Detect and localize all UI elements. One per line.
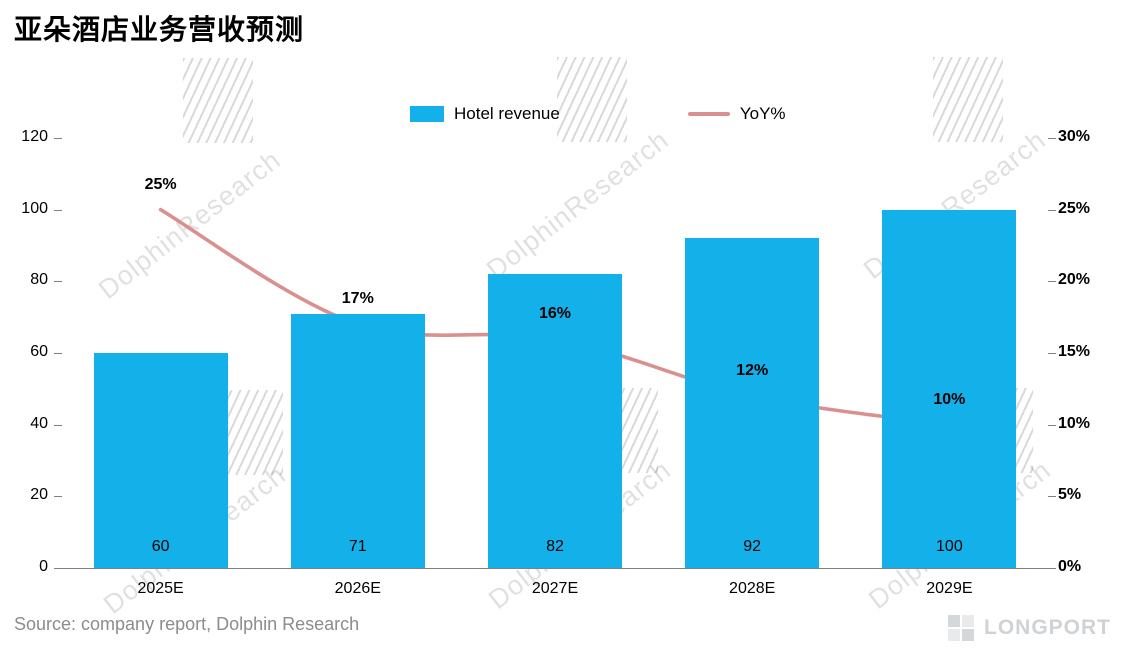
x-axis-line xyxy=(62,568,1048,569)
legend: Hotel revenue YoY% xyxy=(410,104,786,124)
y-axis-left-tick xyxy=(54,209,62,211)
bar-value-label: 100 xyxy=(936,538,963,555)
watermark-hatch-icon xyxy=(183,58,253,143)
y-axis-right-tick xyxy=(1048,496,1056,498)
y-axis-right-label: 30% xyxy=(1058,128,1091,145)
line-swatch-icon xyxy=(687,112,730,116)
y-axis-right-label: 0% xyxy=(1058,558,1082,575)
y-axis-right-label: 25% xyxy=(1058,199,1091,217)
longport-logo-text: LONGPORT xyxy=(984,616,1111,639)
x-axis-category-label: 2028E xyxy=(729,580,776,597)
y-axis-left-label: 40 xyxy=(30,414,48,432)
y-axis-left-label: 20 xyxy=(30,486,48,504)
watermark-hatch-icon xyxy=(557,57,627,142)
longport-logo-icon xyxy=(948,615,974,641)
bar-value-label: 92 xyxy=(743,538,762,555)
x-axis-category-label: 2026E xyxy=(334,580,381,597)
longport-logo: LONGPORT xyxy=(948,615,1111,641)
yoy-value-label: 16% xyxy=(538,304,572,322)
bar-swatch-icon xyxy=(410,106,444,122)
y-axis-left-tick xyxy=(54,496,62,498)
legend-label-yoy: YoY% xyxy=(739,104,786,123)
y-axis-right-tick xyxy=(1048,281,1056,283)
y-axis-left-tick xyxy=(54,281,62,283)
y-axis-left-label: 80 xyxy=(30,271,48,289)
bar xyxy=(488,274,622,568)
y-axis-right-tick xyxy=(1048,138,1056,139)
bar xyxy=(685,238,820,568)
legend-label-hotel-revenue: Hotel revenue xyxy=(454,104,560,123)
y-axis-left-label: 100 xyxy=(21,199,48,217)
x-axis-category-label: 2025E xyxy=(137,580,184,597)
watermark-hatch-icon xyxy=(933,57,1003,142)
y-axis-left-label: 0 xyxy=(39,558,48,575)
y-axis-right-label: 10% xyxy=(1058,414,1091,432)
x-axis-category-label: 2027E xyxy=(531,580,579,597)
y-axis-right-tick xyxy=(1048,353,1056,354)
x-axis-category-label: 2029E xyxy=(926,580,973,597)
y-axis-left-label: 60 xyxy=(30,343,48,360)
bar xyxy=(290,313,425,568)
y-axis-right-label: 5% xyxy=(1058,486,1082,504)
y-axis-right-tick xyxy=(1048,424,1056,426)
yoy-value-label: 10% xyxy=(933,390,966,408)
source-note: Source: company report, Dolphin Research xyxy=(14,614,360,634)
y-axis-right-label: 20% xyxy=(1058,271,1091,289)
y-axis-left-tick xyxy=(54,353,62,354)
yoy-value-label: 17% xyxy=(341,290,374,308)
yoy-value-label: 12% xyxy=(736,362,769,379)
y-axis-left-tick xyxy=(54,568,62,569)
y-axis-right-tick xyxy=(1048,209,1056,211)
page-title: 亚朵酒店业务营收预测 xyxy=(14,14,305,45)
bar xyxy=(882,209,1017,568)
bar xyxy=(93,353,228,568)
yoy-value-label: 25% xyxy=(144,175,177,193)
y-axis-right-tick xyxy=(1048,568,1056,569)
y-axis-left-label: 120 xyxy=(21,128,48,145)
legend-item-yoy: YoY% xyxy=(687,104,786,124)
bar-value-label: 60 xyxy=(151,538,170,555)
legend-item-hotel-revenue: Hotel revenue xyxy=(410,104,560,124)
y-axis-right-label: 15% xyxy=(1058,343,1091,360)
y-axis-left-tick xyxy=(54,138,62,139)
bar-value-label: 71 xyxy=(348,538,367,555)
bar-value-label: 82 xyxy=(546,538,564,555)
y-axis-left-tick xyxy=(54,424,62,426)
